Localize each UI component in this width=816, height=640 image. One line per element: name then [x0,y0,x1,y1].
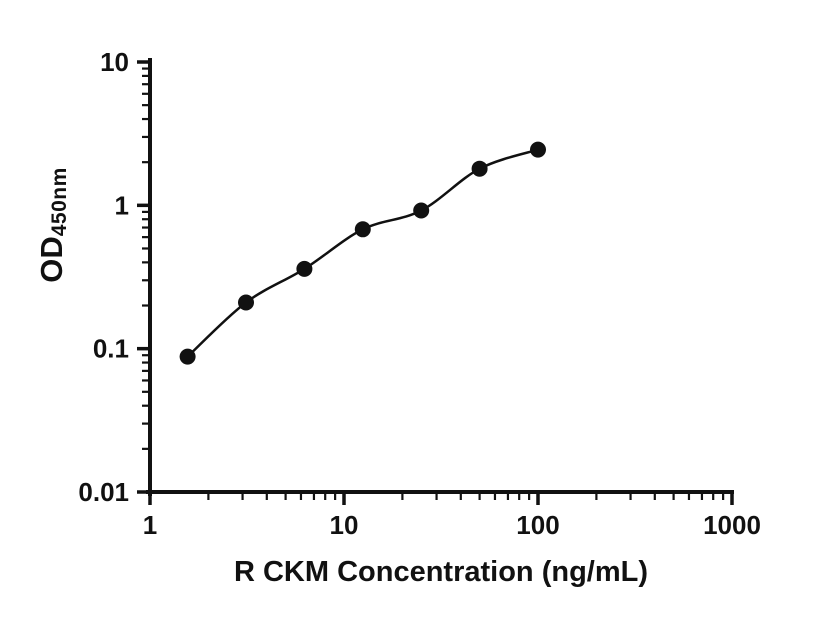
y-tick-label: 0.01 [78,477,129,507]
data-point-marker [530,141,546,158]
data-point-marker [471,160,488,177]
x-tick-label: 100 [516,510,559,540]
x-tick-label: 10 [330,510,359,540]
data-point-marker [296,260,313,277]
y-axis-title-subscript: 450nm [48,167,71,237]
data-point-marker [354,221,371,238]
x-tick-label: 1 [143,510,157,540]
x-axis-title: R CKM Concentration (ng/mL) [233,556,648,588]
y-axis-title-main: OD [34,236,69,283]
y-tick-label: 1 [115,190,129,220]
data-point-marker [413,202,430,219]
data-point-marker [179,348,196,365]
data-point-marker [238,294,254,311]
fit-curve [186,148,539,358]
x-tick-label: 1000 [703,510,761,540]
y-tick-label: 10 [100,47,129,77]
y-axis-title: OD450nm [30,75,74,375]
y-tick-label: 0.1 [93,334,129,364]
